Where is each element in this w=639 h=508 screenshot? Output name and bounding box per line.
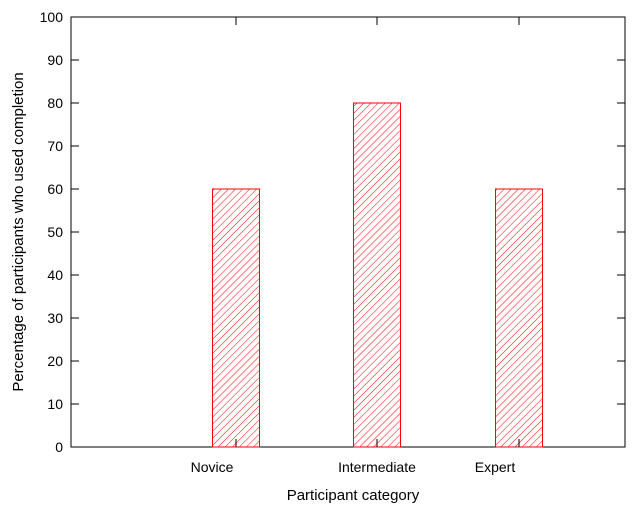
y-tick-label: 20 bbox=[47, 353, 63, 369]
x-tick-label-intermediate: Intermediate bbox=[338, 459, 416, 475]
bars-group bbox=[212, 102, 543, 448]
y-tick-label: 100 bbox=[40, 9, 64, 25]
y-tick-label: 10 bbox=[47, 396, 63, 412]
y-tick-label: 60 bbox=[47, 181, 63, 197]
y-tick-label: 80 bbox=[47, 95, 63, 111]
x-ticks-group: Novice Intermediate Expert bbox=[191, 17, 520, 475]
x-tick-label-expert: Expert bbox=[475, 459, 516, 475]
bar-expert bbox=[495, 188, 543, 448]
y-tick-label: 70 bbox=[47, 138, 63, 154]
y-tick-label: 50 bbox=[47, 224, 63, 240]
bar-intermediate bbox=[353, 102, 401, 448]
y-axis-title: Percentage of participants who used comp… bbox=[10, 72, 27, 391]
y-tick-label: 40 bbox=[47, 267, 63, 283]
x-axis-title: Participant category bbox=[287, 487, 420, 504]
y-tick-label: 90 bbox=[47, 52, 63, 68]
y-ticks-group: 0 10 20 30 40 50 60 70 80 90 100 bbox=[40, 9, 625, 455]
y-tick-label: 0 bbox=[55, 439, 63, 455]
y-tick-label: 30 bbox=[47, 310, 63, 326]
x-tick-label-novice: Novice bbox=[191, 459, 234, 475]
bar-novice bbox=[212, 188, 260, 448]
